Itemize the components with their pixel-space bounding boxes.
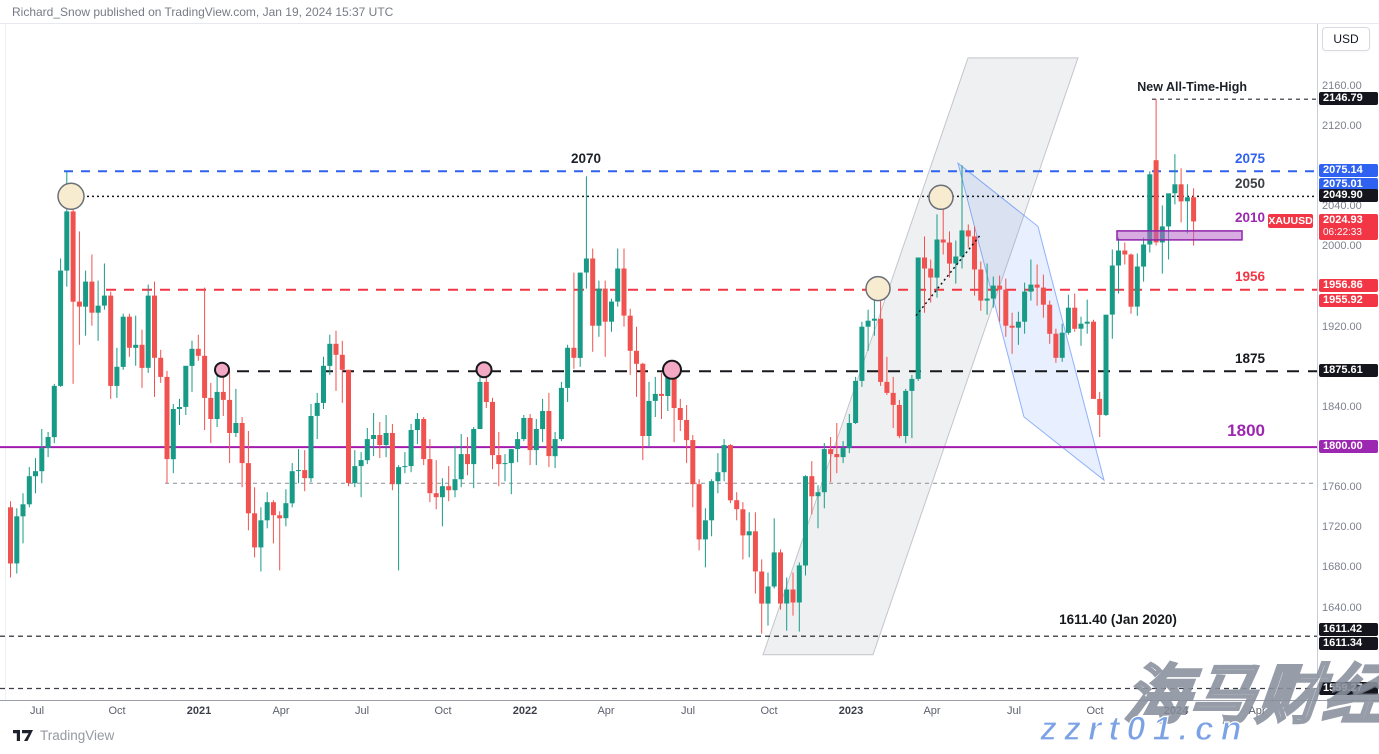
time-tick-Jul: Jul [1006,705,1022,717]
time-tick-Jul: Jul [29,705,45,717]
circle-annotation-5 [865,275,891,302]
time-tick-2023: 2023 [838,705,864,717]
time-tick-Oct: Oct [108,705,126,717]
price-tick-1720.00: 1720.00 [1322,521,1362,533]
descending-channel [957,161,1105,482]
price-tick-2160.00: 2160.00 [1322,80,1362,92]
tradingview-logo-icon [13,730,33,741]
tradingview-logo[interactable]: TradingView [13,728,114,743]
price-badge-2075.14: 2075.14 [1319,164,1378,177]
price-axis-separator [1317,24,1318,700]
circle-annotation-3 [475,361,493,379]
circle-annotation-1 [57,182,85,211]
pane-left-border [5,24,6,700]
circle-annotation-6 [928,184,954,211]
bar-close-countdown: 06:22:33 [1323,227,1362,238]
price-tick-2040.00: 2040.00 [1322,200,1362,212]
time-tick-Jul: Jul [354,705,370,717]
price-badge-1875.61: 1875.61 [1319,364,1378,377]
footer: TradingView [0,722,1379,754]
time-tick-Oct: Oct [760,705,778,717]
time-tick-Oct: Oct [1086,705,1104,717]
tradingview-logo-text: TradingView [40,728,115,743]
support-zone-box [1116,230,1243,241]
price-tick-2120.00: 2120.00 [1322,120,1362,132]
price-badge-2075.01: 2075.01 [1319,178,1378,191]
price-badge-1955.92: 1955.92 [1319,294,1378,307]
price-badge-1559.27: 1559.27 [1319,682,1378,695]
price-scale[interactable]: USD 2160.00 2120.00 2040.00 2000.00 1920.00 1… [1318,24,1379,700]
time-tick-Apr: Apr [923,705,941,717]
price-badge-2146.79: 2146.79 [1319,92,1378,105]
price-badge-1800.00: 1800.00 [1319,440,1378,453]
price-tick-2000.00: 2000.00 [1322,240,1362,252]
time-axis-separator [0,700,1379,701]
circle-annotation-2 [214,361,230,378]
price-badge-1611.42: 1611.42 [1319,623,1378,636]
price-badge-1611.34: 1611.34 [1319,637,1378,650]
time-tick-Oct: Oct [434,705,452,717]
time-tick-Apr: Apr [272,705,290,717]
price-badge-1956.86: 1956.86 [1319,279,1378,292]
time-tick-2024: 2024 [1163,705,1189,717]
chart-pane[interactable] [0,0,1317,700]
time-tick-2022: 2022 [512,705,538,717]
time-tick-Apr: Apr [1248,705,1266,717]
price-tick-1680.00: 1680.00 [1322,561,1362,573]
price-badge-2049.90: 2049.90 [1319,189,1378,202]
price-tick-1760.00: 1760.00 [1322,481,1362,493]
circle-annotation-4 [662,359,682,380]
price-tick-1920.00: 1920.00 [1322,321,1362,333]
price-badge-2024.93: 2024.93 06:22:33 [1319,214,1378,240]
time-scale[interactable]: Jul Oct 2021 Apr Jul Oct 2022 Apr Jul Oct 2023 Apr J… [0,701,1317,722]
price-tick-1840.00: 1840.00 [1322,401,1362,413]
candlestick-series [8,99,1197,634]
time-tick-2021: 2021 [186,705,212,717]
time-tick-Jul: Jul [680,705,696,717]
publisher-note: Richard_Snow published on TradingView.co… [0,0,1379,24]
time-tick-Apr: Apr [597,705,615,717]
dotted-trendline [915,234,981,317]
currency-button[interactable]: USD [1322,27,1370,51]
price-tick-1640.00: 1640.00 [1322,602,1362,614]
